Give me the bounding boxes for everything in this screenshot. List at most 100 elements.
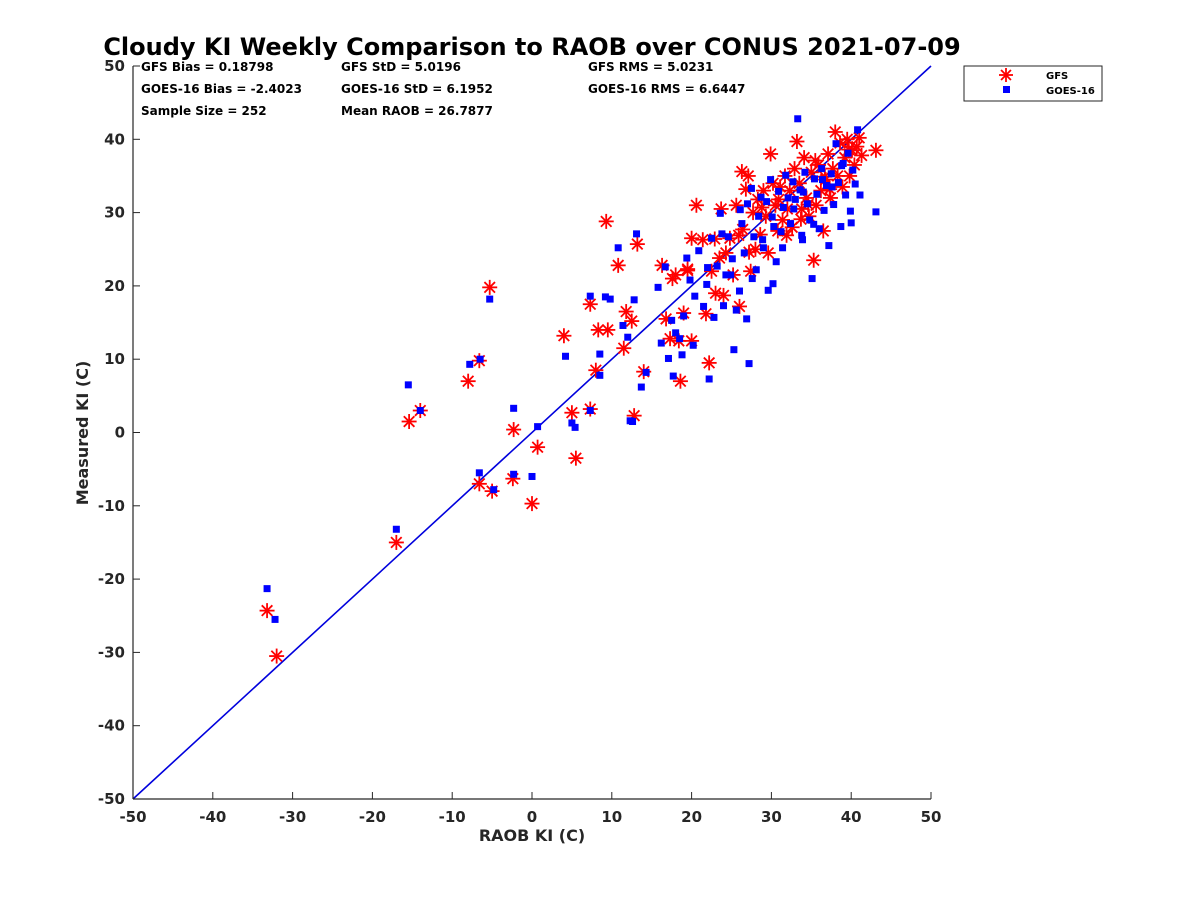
gfs-point	[839, 131, 855, 147]
gfs-point	[530, 439, 546, 455]
goes16-point	[718, 230, 726, 238]
gfs-point	[598, 213, 614, 229]
legend-gfs-marker	[999, 68, 1013, 82]
gfs-point	[851, 130, 867, 146]
goes16-point	[738, 220, 746, 228]
x-ticks: -50 -40 -30 -20 -10 0 10 20 30 40 50	[119, 792, 941, 826]
legend-goes-marker	[1003, 86, 1010, 93]
goes16-point	[784, 194, 792, 202]
goes16-point	[475, 469, 483, 477]
goes16-point	[601, 293, 609, 301]
goes16-point	[750, 233, 758, 241]
x-tick-label: -40	[199, 808, 226, 826]
gfs-point	[734, 164, 750, 180]
x-tick-label: 20	[681, 808, 702, 826]
gfs-point	[731, 227, 747, 243]
legend-gfs-label: GFS	[1046, 71, 1068, 82]
gfs-point	[793, 211, 809, 227]
goes16-point	[743, 200, 751, 208]
stat-gfs-std: GFS StD = 5.0196	[341, 60, 461, 74]
goes16-point	[466, 360, 474, 368]
gfs-point	[460, 373, 476, 389]
goes16-point	[854, 126, 862, 134]
goes16-point	[630, 296, 638, 304]
y-tick-label: 20	[104, 277, 125, 295]
goes16-point	[779, 244, 787, 252]
goes16-point	[736, 206, 744, 214]
goes16-point	[820, 206, 828, 214]
goes16-point	[510, 404, 518, 412]
goes16-point	[803, 200, 811, 208]
goes16-point	[730, 346, 738, 354]
x-axis-label: RAOB KI (C)	[479, 826, 585, 845]
goes16-point	[769, 280, 777, 288]
goes16-point	[528, 472, 536, 480]
goes16-point	[798, 231, 806, 239]
goes16-point	[708, 234, 716, 242]
gfs-point	[556, 328, 572, 344]
goes16-point	[724, 233, 732, 241]
y-tick-label: -30	[98, 643, 125, 661]
stat-goes-std: GOES-16 StD = 6.1952	[341, 82, 493, 96]
goes16-point	[791, 195, 799, 203]
goes16-point	[668, 316, 676, 324]
gfs-point	[524, 496, 540, 512]
gfs-point	[716, 287, 732, 303]
goes16-point	[782, 171, 790, 179]
goes16-point	[851, 180, 859, 188]
goes16-point	[770, 223, 778, 231]
gfs-point	[672, 373, 688, 389]
gfs-point	[259, 603, 275, 619]
goes16-point	[777, 228, 785, 236]
goes16-point	[586, 292, 594, 300]
goes16-point	[789, 178, 797, 186]
goes16-point	[510, 470, 518, 478]
goes16-point	[810, 175, 818, 183]
goes16-point	[808, 275, 816, 283]
goes16-point	[704, 264, 712, 272]
gfs-point	[701, 355, 717, 371]
goes16-point	[763, 198, 771, 206]
gfs-point	[568, 450, 584, 466]
gfs-point	[610, 257, 626, 273]
y-tick-label: 40	[104, 130, 125, 148]
gfs-point	[600, 322, 616, 338]
gfs-point	[684, 230, 700, 246]
stats-block: GFS Bias = 0.18798 GFS StD = 5.0196 GFS …	[141, 60, 745, 118]
goes16-point	[476, 355, 484, 363]
goes16-point	[818, 165, 826, 173]
goes16-point	[806, 216, 814, 224]
goes16-point	[416, 407, 424, 415]
gfs-point	[506, 422, 522, 438]
goes16-point	[801, 168, 809, 176]
goes16-point	[606, 295, 614, 303]
goes16-point	[728, 255, 736, 263]
goes16-point	[629, 418, 637, 426]
stat-gfs-bias: GFS Bias = 0.18798	[141, 60, 273, 74]
gfs-point	[388, 534, 404, 550]
goes16-point	[700, 302, 708, 310]
goes16-point	[752, 266, 760, 274]
y-tick-label: -20	[98, 570, 125, 588]
goes16-point	[747, 184, 755, 192]
goes16-point	[683, 254, 691, 262]
goes16-point	[834, 179, 842, 187]
goes16-point	[669, 372, 677, 380]
goes16-point	[847, 219, 855, 227]
legend: GFS GOES-16	[963, 65, 1103, 102]
goes16-point	[490, 486, 498, 494]
goes16-point	[486, 295, 494, 303]
goes16-point	[678, 351, 686, 359]
goes16-point	[571, 423, 579, 431]
goes16-point	[844, 149, 852, 157]
goes16-point	[657, 339, 665, 347]
y-ticks: -50 -40 -30 -20 -10 0 10 20 30 40 50	[98, 57, 140, 808]
goes16-point	[720, 302, 728, 310]
gfs-point	[668, 267, 684, 283]
goes16-point	[768, 213, 776, 221]
goes16-point	[837, 223, 845, 231]
gfs-point	[471, 476, 487, 492]
goes16-point	[872, 208, 880, 216]
goes16-point	[637, 383, 645, 391]
goes16-point	[596, 371, 604, 379]
